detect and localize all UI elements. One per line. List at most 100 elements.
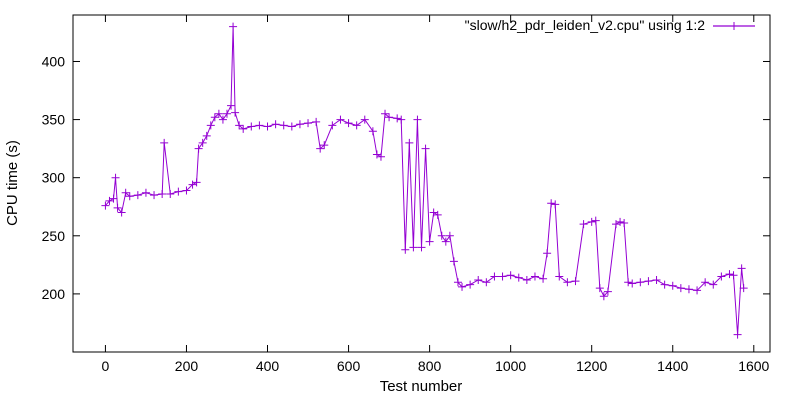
- data-point: [198, 138, 207, 147]
- legend: "slow/h2_pdr_leiden_v2.cpu" using 1:2: [465, 17, 755, 33]
- data-point: [381, 109, 390, 118]
- x-tick-label: 1200: [576, 358, 607, 374]
- data-point: [150, 191, 159, 200]
- data-point: [133, 191, 142, 200]
- data-point: [263, 122, 272, 131]
- data-point: [413, 115, 422, 124]
- data-point: [466, 280, 475, 289]
- data-point: [405, 138, 414, 147]
- data-point: [385, 113, 394, 122]
- data-point: [717, 272, 726, 281]
- data-point: [644, 277, 653, 286]
- data-point: [360, 115, 369, 124]
- x-tick-label: 400: [256, 358, 280, 374]
- data-point: [174, 187, 183, 196]
- data-point: [429, 208, 438, 217]
- data-point: [522, 275, 531, 284]
- data-point: [599, 292, 608, 301]
- data-point: [101, 201, 110, 210]
- y-tick-label: 300: [42, 170, 66, 186]
- data-point: [725, 270, 734, 279]
- series-line: [105, 26, 745, 335]
- data-point: [352, 121, 361, 130]
- data-point: [709, 280, 718, 289]
- data-point: [231, 108, 240, 117]
- data-point: [188, 180, 197, 189]
- data-point: [166, 189, 175, 198]
- data-point: [316, 144, 325, 153]
- data-point: [368, 127, 377, 136]
- legend-plus: [730, 22, 738, 30]
- x-tick-label: 1000: [495, 358, 526, 374]
- plot-frame: [72, 14, 771, 353]
- data-point: [660, 280, 669, 289]
- data-point: [255, 121, 264, 130]
- data-point: [474, 275, 483, 284]
- x-tick-label: 1600: [738, 358, 769, 374]
- data-point: [210, 113, 219, 122]
- data-point: [160, 138, 169, 147]
- data-point: [737, 264, 746, 273]
- data-point: [636, 278, 645, 287]
- data-point: [372, 150, 381, 159]
- data-point: [417, 243, 426, 252]
- x-tick-label: 600: [337, 358, 361, 374]
- data-point: [624, 278, 633, 287]
- data-point: [192, 178, 201, 187]
- data-point: [612, 220, 621, 229]
- data-point: [551, 200, 560, 209]
- data-point: [222, 109, 231, 118]
- data-point: [141, 188, 150, 197]
- data-point: [304, 119, 313, 128]
- data-point: [312, 117, 321, 126]
- data-point: [458, 282, 467, 291]
- y-tick-label: 200: [42, 286, 66, 302]
- data-point: [676, 284, 685, 293]
- data-point: [729, 271, 738, 280]
- data-point: [287, 122, 296, 131]
- data-point: [591, 216, 600, 225]
- axis-ticks: 0 200 400 600 800 1000 1200 1400 1600 200 250 300 35…: [42, 15, 770, 374]
- data-point: [433, 210, 442, 219]
- data-point: [445, 231, 454, 240]
- data-point: [109, 194, 118, 203]
- data-point: [344, 119, 353, 128]
- data-point: [668, 281, 677, 290]
- data-point: [453, 278, 462, 287]
- data-point: [482, 278, 491, 287]
- data-point: [547, 199, 556, 208]
- data-point: [393, 114, 402, 123]
- data-point: [182, 186, 191, 195]
- x-axis-label: Test number: [380, 378, 463, 395]
- data-point: [227, 101, 236, 110]
- data-point: [425, 237, 434, 246]
- data-point: [498, 272, 507, 281]
- data-point: [117, 208, 126, 217]
- data-point: [295, 120, 304, 129]
- data-point: [336, 115, 345, 124]
- data-point: [194, 144, 203, 153]
- data-point: [247, 122, 256, 131]
- legend-label: "slow/h2_pdr_leiden_v2.cpu" using 1:2: [465, 17, 706, 33]
- data-point: [539, 274, 548, 283]
- data-point: [616, 217, 625, 226]
- data-point: [490, 272, 499, 281]
- data-point: [587, 217, 596, 226]
- data-point: [579, 220, 588, 229]
- data-point: [514, 273, 523, 282]
- data-point: [235, 121, 244, 130]
- legend-marker: [730, 22, 738, 30]
- data-point: [693, 286, 702, 295]
- data-point: [158, 189, 167, 198]
- y-axis-label: CPU time (s): [4, 140, 21, 226]
- data-point: [437, 231, 446, 240]
- data-point: [449, 257, 458, 266]
- data-point: [125, 192, 134, 201]
- data-point: [684, 285, 693, 294]
- data-point: [279, 121, 288, 130]
- data-point: [543, 249, 552, 258]
- data-point: [571, 277, 580, 286]
- data-point: [397, 115, 406, 124]
- data-point: [214, 109, 223, 118]
